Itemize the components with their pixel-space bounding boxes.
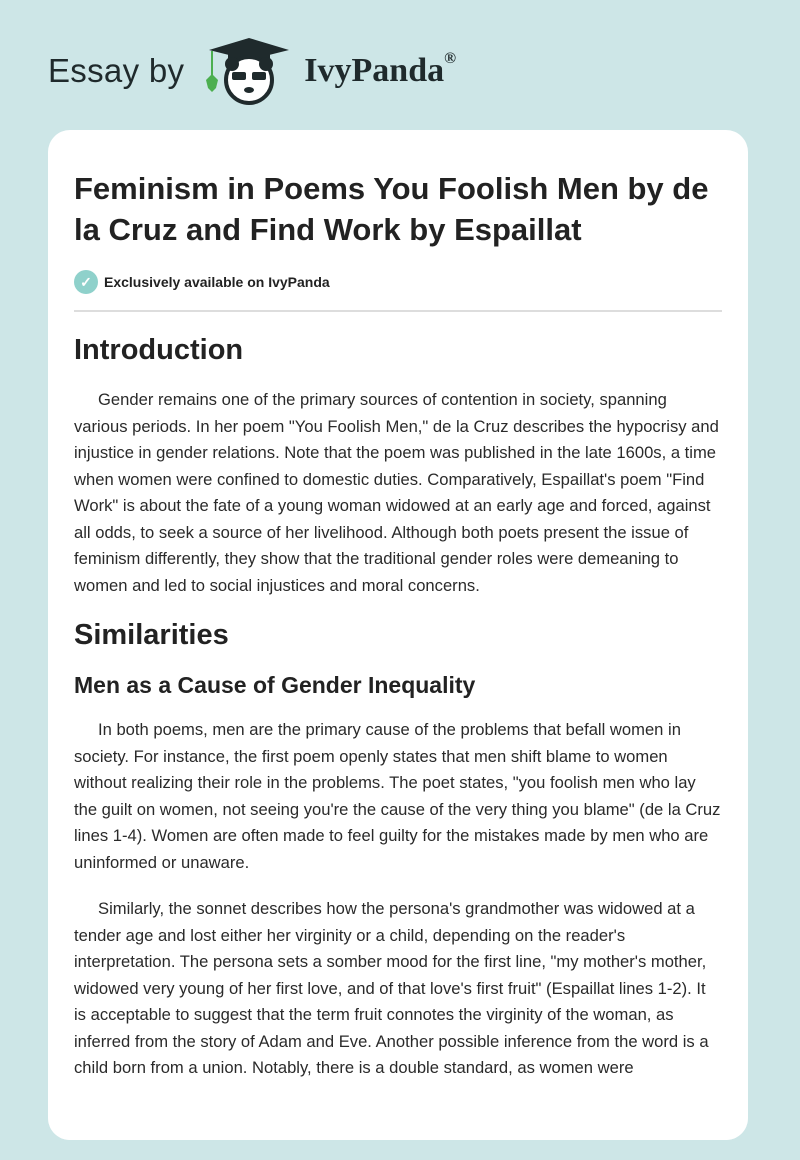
section-heading: Introduction (74, 334, 244, 366)
paragraph: Similarly, the sonnet describes how the … (74, 899, 709, 1077)
panda-graduation-cap-logo-icon[interactable] (204, 36, 294, 106)
site-header: Essay by IvyPanda® (48, 36, 456, 106)
exclusive-text: Exclusively available on IvyPanda (104, 274, 330, 290)
essay-card: Feminism in Poems You Foolish Men by de … (48, 130, 748, 1140)
exclusive-badge: ✓ Exclusively available on IvyPanda (74, 270, 722, 294)
checkmark-icon: ✓ (74, 270, 98, 294)
paragraph: Gender remains one of the primary source… (74, 390, 719, 595)
section-heading: Similarities (74, 619, 229, 651)
subsection-heading: Men as a Cause of Gender Inequality (74, 672, 476, 698)
paragraph: In both poems, men are the primary cause… (74, 720, 721, 872)
divider (74, 310, 722, 312)
brand-name[interactable]: IvyPanda® (304, 50, 457, 89)
essay-title: Feminism in Poems You Foolish Men by de … (74, 171, 709, 247)
fade-overlay (48, 1080, 748, 1140)
essay-by-label: Essay by (48, 52, 185, 89)
